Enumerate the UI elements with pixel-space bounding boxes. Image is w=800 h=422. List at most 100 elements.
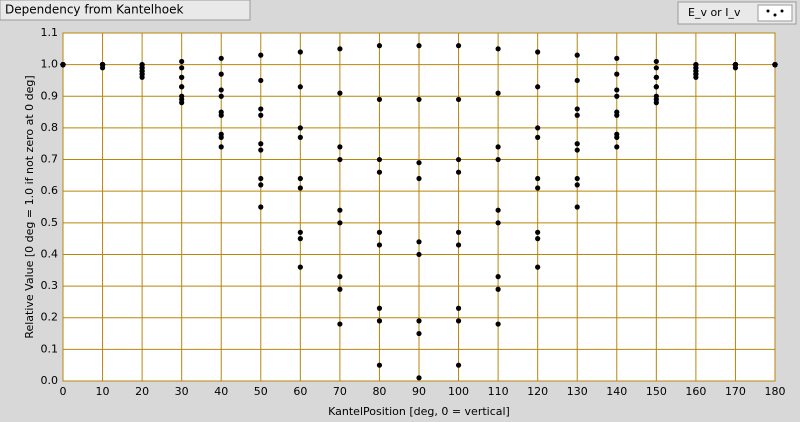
data-point	[495, 156, 501, 163]
data-point	[297, 49, 303, 55]
data-point	[258, 106, 264, 112]
data-point	[376, 362, 383, 368]
y-tick-label: 1.0	[41, 58, 59, 71]
x-tick-label: 70	[333, 385, 347, 398]
y-tick-label: 0.6	[41, 184, 59, 197]
data-point	[416, 330, 422, 337]
data-point	[416, 175, 422, 182]
data-point	[455, 43, 462, 49]
data-point	[495, 46, 501, 52]
data-point	[218, 71, 224, 77]
data-point	[653, 100, 659, 106]
data-point	[574, 147, 580, 153]
data-point	[258, 52, 264, 58]
data-point	[535, 185, 541, 191]
data-point	[495, 321, 501, 327]
data-point	[455, 229, 462, 235]
x-tick-label: 160	[685, 385, 706, 398]
data-point	[179, 58, 185, 65]
data-point	[218, 55, 224, 61]
x-tick-label: 0	[60, 385, 67, 398]
data-point	[416, 251, 422, 258]
x-tick-label: 110	[488, 385, 509, 398]
data-point	[416, 375, 422, 381]
data-point	[376, 96, 383, 103]
data-point	[337, 156, 343, 163]
data-point	[297, 125, 303, 131]
x-tick-label: 180	[765, 385, 786, 398]
data-point	[535, 49, 541, 55]
x-tick-label: 120	[527, 385, 548, 398]
data-point	[416, 239, 422, 245]
data-point	[416, 96, 422, 103]
data-point	[653, 84, 659, 90]
data-point	[337, 207, 343, 213]
x-tick-label: 30	[175, 385, 189, 398]
data-point	[614, 87, 620, 93]
data-point	[416, 318, 422, 324]
data-point	[455, 318, 462, 324]
x-tick-label: 50	[254, 385, 268, 398]
y-tick-label: 1.1	[41, 26, 59, 39]
data-point	[614, 93, 620, 99]
data-point	[258, 147, 264, 153]
y-tick-label: 0.8	[41, 121, 59, 134]
data-point	[455, 169, 462, 175]
data-point	[258, 182, 264, 188]
x-tick-label: 150	[646, 385, 667, 398]
data-point	[376, 43, 383, 49]
data-point	[258, 141, 264, 147]
x-tick-label: 170	[725, 385, 746, 398]
x-tick-label: 60	[293, 385, 307, 398]
data-point	[258, 204, 264, 210]
data-point	[495, 207, 501, 213]
data-point	[416, 43, 422, 49]
data-point	[535, 236, 541, 242]
legend-label: E_v or I_v	[688, 6, 741, 19]
data-point	[495, 90, 501, 96]
data-point	[614, 55, 620, 61]
data-point	[614, 134, 620, 140]
data-point	[376, 318, 383, 324]
data-point	[732, 65, 739, 71]
data-point	[376, 156, 383, 163]
y-tick-label: 0.2	[41, 311, 59, 324]
data-point	[297, 185, 303, 191]
data-point	[376, 229, 383, 235]
data-point	[337, 274, 343, 280]
y-tick-label: 0.5	[41, 216, 59, 229]
data-point	[574, 112, 580, 118]
data-point	[258, 77, 264, 84]
data-point	[455, 362, 462, 368]
data-point	[297, 264, 303, 270]
data-point	[772, 62, 778, 68]
x-tick-label: 10	[96, 385, 110, 398]
data-point	[139, 74, 145, 80]
data-point	[535, 229, 541, 235]
data-point	[574, 77, 580, 84]
data-point	[495, 274, 501, 280]
data-point	[297, 236, 303, 242]
data-point	[258, 112, 264, 118]
data-point	[614, 71, 620, 77]
data-point	[535, 125, 541, 131]
data-point	[693, 74, 699, 80]
y-axis-label: Relative Value [0 deg = 1.0 if not zero …	[23, 75, 36, 338]
data-point	[574, 175, 580, 182]
data-point	[495, 144, 501, 150]
data-point	[653, 65, 659, 71]
data-point	[297, 134, 303, 140]
data-point	[60, 62, 66, 68]
data-point	[179, 84, 185, 90]
data-point	[574, 106, 580, 112]
data-point	[179, 65, 185, 71]
data-point	[376, 242, 383, 248]
x-tick-label: 130	[567, 385, 588, 398]
data-point	[218, 87, 224, 93]
data-point	[297, 229, 303, 235]
y-tick-label: 0.9	[41, 89, 59, 102]
data-point	[297, 175, 303, 182]
data-point	[416, 160, 422, 166]
data-point	[218, 112, 224, 118]
